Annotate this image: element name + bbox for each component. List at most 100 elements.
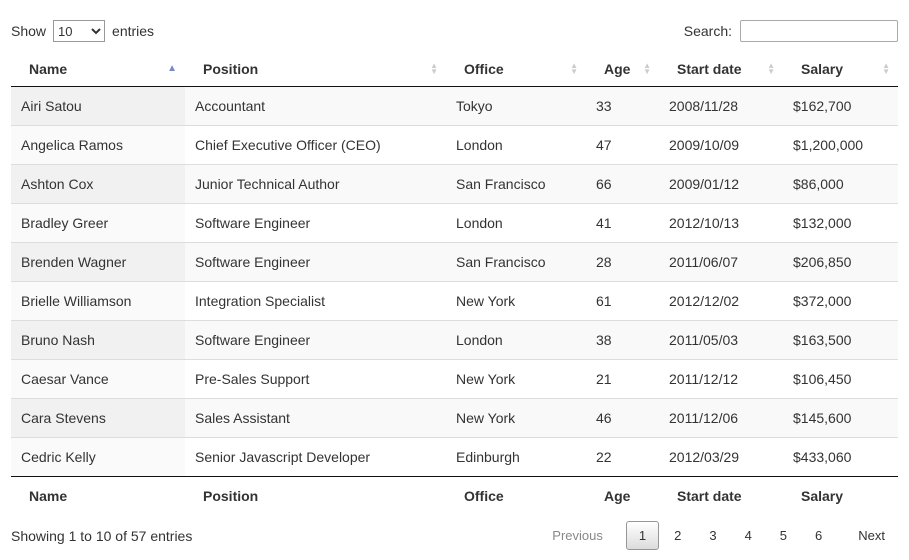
footer-column-position: Position xyxy=(185,476,446,513)
page-button-3[interactable]: 3 xyxy=(709,528,717,543)
sort-both-icon: ▲ ▼ xyxy=(570,61,578,76)
cell-office: San Francisco xyxy=(446,164,586,204)
cell-start-date: 2011/05/03 xyxy=(659,320,783,360)
column-header-salary[interactable]: Salary ▲ ▼ xyxy=(783,52,898,87)
cell-age: 21 xyxy=(586,359,659,399)
cell-start-date: 2012/12/02 xyxy=(659,281,783,321)
cell-position: Chief Executive Officer (CEO) xyxy=(185,125,446,165)
table-row[interactable]: Airi Satou Accountant Tokyo 33 2008/11/28 $16… xyxy=(11,86,898,126)
entries-label: entries xyxy=(112,23,155,39)
cell-name: Ashton Cox xyxy=(11,164,185,204)
column-header-label: Salary xyxy=(801,61,844,77)
cell-start-date: 2009/01/12 xyxy=(659,164,783,204)
page-length-control: Show 10 entries xyxy=(11,20,154,42)
cell-salary: $206,850 xyxy=(783,242,898,282)
table-row[interactable]: Angelica Ramos Chief Executive Officer (C… xyxy=(11,125,898,165)
cell-name: Cedric Kelly xyxy=(11,437,185,477)
cell-name: Bradley Greer xyxy=(11,203,185,243)
cell-name: Brenden Wagner xyxy=(11,242,185,282)
sort-both-icon: ▲ ▼ xyxy=(767,61,775,76)
search-input[interactable] xyxy=(740,20,898,42)
footer-column-name: Name xyxy=(11,476,185,513)
cell-start-date: 2011/12/06 xyxy=(659,398,783,438)
column-header-label: Name xyxy=(29,61,68,77)
data-table: Name ▲ Position ▲ ▼ Office ▲ ▼ Age ▲ ▼ Star… xyxy=(11,52,898,513)
cell-age: 47 xyxy=(586,125,659,165)
cell-start-date: 2011/12/12 xyxy=(659,359,783,399)
page-button-6[interactable]: 6 xyxy=(815,528,823,543)
page-button-4[interactable]: 4 xyxy=(744,528,752,543)
cell-position: Software Engineer xyxy=(185,320,446,360)
sort-both-icon: ▲ ▼ xyxy=(643,61,651,76)
cell-salary: $86,000 xyxy=(783,164,898,204)
column-header-age[interactable]: Age ▲ ▼ xyxy=(586,52,659,87)
cell-age: 38 xyxy=(586,320,659,360)
search-label: Search: xyxy=(683,23,732,39)
cell-name: Brielle Williamson xyxy=(11,281,185,321)
next-page-button[interactable]: Next xyxy=(858,528,885,543)
page-button-2[interactable]: 2 xyxy=(674,528,682,543)
cell-salary: $163,500 xyxy=(783,320,898,360)
cell-name: Cara Stevens xyxy=(11,398,185,438)
table-row[interactable]: Brenden Wagner Software Engineer San Franc… xyxy=(11,242,898,282)
cell-name: Caesar Vance xyxy=(11,359,185,399)
cell-age: 46 xyxy=(586,398,659,438)
cell-start-date: 2011/06/07 xyxy=(659,242,783,282)
sort-ascending-icon: ▲ xyxy=(167,63,177,74)
cell-office: London xyxy=(446,203,586,243)
table-row[interactable]: Bruno Nash Software Engineer London 38 2011/… xyxy=(11,320,898,360)
table-row[interactable]: Cara Stevens Sales Assistant New York 46 201… xyxy=(11,398,898,438)
show-label: Show xyxy=(11,23,47,39)
cell-position: Software Engineer xyxy=(185,203,446,243)
footer-column-office: Office xyxy=(446,476,586,513)
cell-position: Pre-Sales Support xyxy=(185,359,446,399)
cell-start-date: 2012/03/29 xyxy=(659,437,783,477)
cell-age: 22 xyxy=(586,437,659,477)
cell-position: Sales Assistant xyxy=(185,398,446,438)
cell-salary: $132,000 xyxy=(783,203,898,243)
cell-salary: $145,600 xyxy=(783,398,898,438)
cell-age: 33 xyxy=(596,98,612,114)
table-bottom-bar: Showing 1 to 10 of 57 entries Previous 1… xyxy=(11,513,898,560)
cell-office: San Francisco xyxy=(446,242,586,282)
cell-start-date: 2008/11/28 xyxy=(669,98,739,114)
footer-column-age: Age xyxy=(586,476,659,513)
cell-office: London xyxy=(446,320,586,360)
footer-column-start-date: Start date xyxy=(659,476,783,513)
sort-both-icon: ▲ ▼ xyxy=(430,61,438,76)
cell-office: New York xyxy=(446,281,586,321)
cell-salary: $372,000 xyxy=(783,281,898,321)
table-row[interactable]: Caesar Vance Pre-Sales Support New York 21 2… xyxy=(11,359,898,399)
footer-column-salary: Salary xyxy=(783,476,898,513)
column-header-label: Start date xyxy=(677,61,742,77)
table-row[interactable]: Brielle Williamson Integration Specialist… xyxy=(11,281,898,321)
table-row[interactable]: Cedric Kelly Senior Javascript Developer E… xyxy=(11,437,898,477)
cell-office: London xyxy=(446,125,586,165)
column-header-name[interactable]: Name ▲ xyxy=(11,52,185,87)
search-control: Search: xyxy=(684,20,898,42)
column-header-office[interactable]: Office ▲ ▼ xyxy=(446,52,586,87)
page-length-select[interactable]: 10 xyxy=(53,20,106,42)
cell-position: Senior Javascript Developer xyxy=(185,437,446,477)
cell-age: 28 xyxy=(586,242,659,282)
column-header-start-date[interactable]: Start date ▲ ▼ xyxy=(659,52,783,87)
table-row[interactable]: Bradley Greer Software Engineer London 41 20… xyxy=(11,203,898,243)
cell-name: Angelica Ramos xyxy=(11,125,185,165)
cell-name: Airi Satou xyxy=(11,86,185,126)
cell-position: Junior Technical Author xyxy=(185,164,446,204)
cell-office: Tokyo xyxy=(456,98,493,114)
table-row[interactable]: Ashton Cox Junior Technical Author San Fra… xyxy=(11,164,898,204)
page-button-5[interactable]: 5 xyxy=(779,528,788,543)
cell-position: Accountant xyxy=(195,98,266,114)
page-button-1[interactable]: 1 xyxy=(625,521,660,550)
cell-office: New York xyxy=(446,398,586,438)
cell-name: Bruno Nash xyxy=(11,320,185,360)
cell-salary: $162,700 xyxy=(793,98,852,114)
column-header-position[interactable]: Position ▲ ▼ xyxy=(185,52,446,87)
column-header-label: Office xyxy=(464,61,504,77)
column-header-label: Age xyxy=(604,61,631,77)
previous-page-button[interactable]: Previous xyxy=(552,528,603,543)
